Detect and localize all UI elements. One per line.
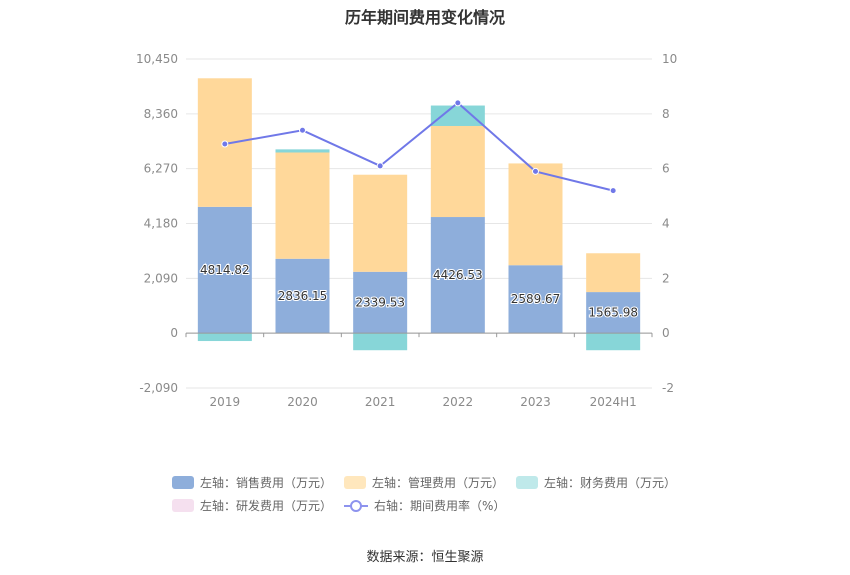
y-right-tick-label: 6 [662, 162, 670, 176]
legend-label-rnd: 左轴：研发费用（万元） [200, 499, 333, 513]
x-tick-label: 2023 [520, 395, 551, 409]
bar-segment [353, 333, 408, 351]
bar-segment [275, 152, 330, 259]
grid-lines [186, 58, 652, 389]
legend-item-rnd[interactable]: 左轴：研发费用（万元） [172, 497, 332, 514]
axes-layer: 10,450 10 8,360 8 6,270 6 4,180 4 2,090 2 0 0 -2,090… [136, 52, 677, 409]
rate-point [299, 126, 306, 134]
bar-segment [586, 292, 641, 334]
bar-segment [197, 206, 252, 334]
legend-swatch-sales [172, 476, 194, 489]
y-right-tick-label: 8 [662, 107, 670, 121]
data-labels-layer: 4814.82 2836.15 2339.53 4426.53 2589.67 1565.… [199, 262, 639, 321]
data-source: 数据来源：恒生聚源 [366, 550, 484, 565]
legend-swatch-rnd [172, 499, 194, 512]
bar-segment [430, 217, 485, 334]
legend-label-rate: 右轴：期间费用率（%） [374, 499, 506, 513]
bar-value-label: 4814.82 [200, 263, 250, 277]
chart-title: 历年期间费用变化情况 [344, 8, 505, 27]
bar-segment [508, 265, 563, 334]
bar-segment [197, 333, 252, 342]
y-left-tick-label: 10,450 [136, 52, 178, 66]
y-left-tick-label: 2,090 [144, 271, 178, 285]
bar-segment [353, 271, 408, 334]
legend-swatch-rate [344, 499, 368, 512]
bar-segment [586, 253, 641, 293]
rate-point [609, 187, 617, 195]
y-right-tick-label: 4 [662, 217, 670, 231]
legend-item-sales[interactable]: 左轴：销售费用（万元） [172, 474, 332, 491]
legend-swatch-admin [344, 476, 366, 489]
y-right-tick-label: 0 [662, 326, 670, 340]
rate-line [224, 101, 614, 192]
y-left-tick-label: 4,180 [144, 217, 178, 231]
bar-segment [275, 258, 330, 334]
bar-segment [586, 333, 641, 351]
rate-point [221, 140, 229, 148]
legend-swatch-finance [516, 476, 538, 489]
rate-point [376, 162, 384, 170]
x-tick-label: 2021 [365, 395, 396, 409]
rate-line-layer [221, 99, 617, 195]
bar-segment [430, 125, 485, 218]
y-right-tick-label: 10 [662, 52, 677, 66]
bar-value-label: 4426.53 [433, 268, 483, 282]
y-right-tick-label: -2 [662, 381, 674, 395]
x-tick-label: 2019 [210, 395, 241, 409]
bar-value-label: 2339.53 [355, 295, 405, 309]
rate-point [454, 99, 462, 107]
bars-layer [197, 78, 641, 351]
bar-segment [353, 174, 408, 272]
bar-segment [275, 149, 330, 153]
bar-segment [430, 105, 485, 126]
legend-label-admin: 左轴：管理费用（万元） [372, 476, 505, 490]
bar-value-label: 2589.67 [511, 292, 561, 306]
legend-item-finance[interactable]: 左轴：财务费用（万元） [516, 474, 676, 491]
x-tick-label: 2020 [287, 395, 318, 409]
rate-point [532, 167, 539, 175]
legend-item-rate[interactable]: 右轴：期间费用率（%） [344, 497, 505, 514]
bar-segment [508, 163, 563, 266]
bar-value-label: 2836.15 [278, 289, 328, 303]
legend-label-finance: 左轴：财务费用（万元） [544, 476, 677, 490]
y-left-tick-label: 6,270 [144, 162, 178, 176]
y-left-tick-label: 8,360 [144, 107, 178, 121]
x-tick-label: 2022 [443, 395, 474, 409]
y-right-tick-label: 2 [662, 271, 670, 285]
legend-label-sales: 左轴：销售费用（万元） [200, 476, 333, 490]
legend-item-admin[interactable]: 左轴：管理费用（万元） [344, 474, 504, 491]
bar-value-label: 1565.98 [588, 306, 638, 320]
y-left-tick-label: 0 [170, 326, 178, 340]
x-tick-label: 2024H1 [590, 395, 637, 409]
y-left-tick-label: -2,090 [139, 381, 178, 395]
